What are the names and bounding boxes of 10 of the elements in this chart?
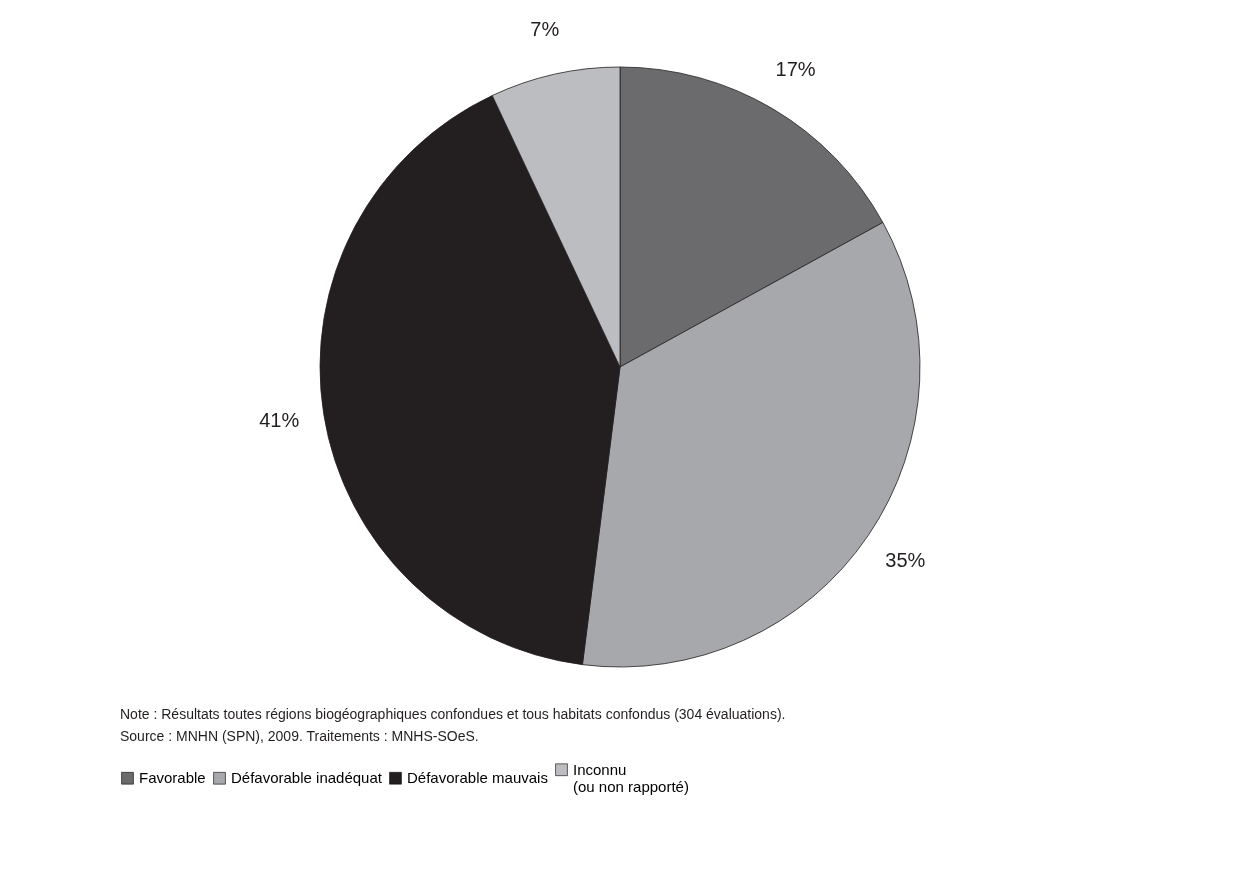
data-label: 17% — [775, 58, 816, 81]
data-label: 7% — [530, 18, 560, 41]
text: Note : Résultats toutes régions biogéographiques confondues et tous habitats confondus (304 évaluations). — [120, 706, 786, 722]
data-label: 35% — [885, 548, 926, 571]
legend-label: Défavorable inadéquat — [231, 769, 383, 787]
data-label: 41% — [259, 408, 300, 431]
source-note: Source : MNHN (SPN), 2009. Traitements : MNHS-SOeS. — [120, 728, 479, 744]
legend-label: Défavorable mauvais — [407, 769, 548, 787]
legend-label: Inconnu (ou non rapporté) — [573, 760, 689, 795]
legend-label: Favorable — [139, 769, 206, 787]
